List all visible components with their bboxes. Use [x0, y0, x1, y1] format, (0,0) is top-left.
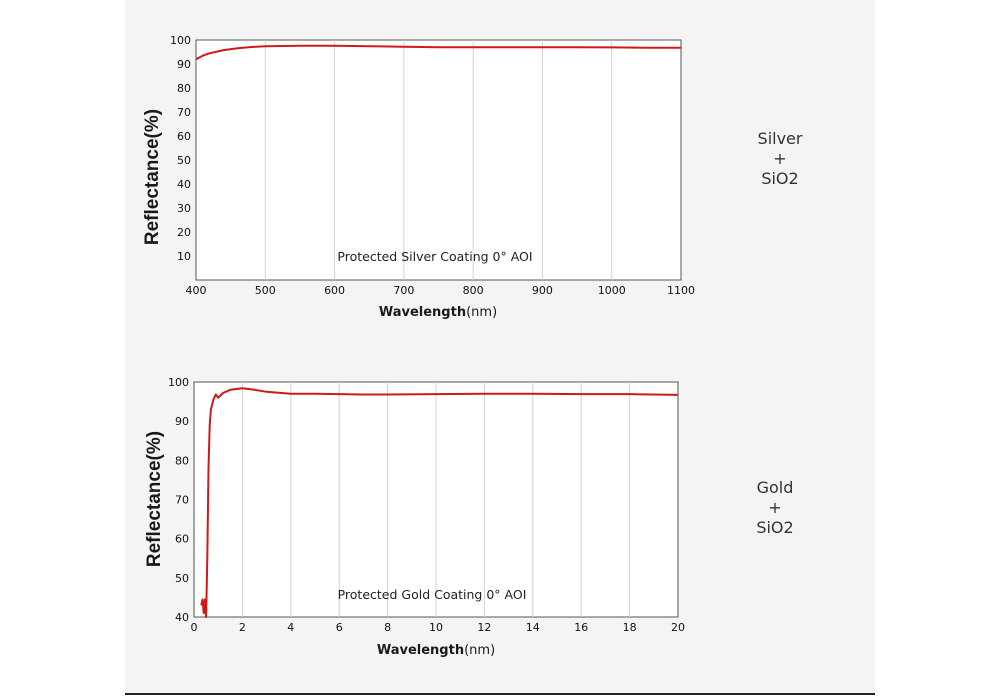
x-tick-label: 10: [429, 621, 443, 634]
x-tick-label: 600: [324, 284, 345, 297]
x-tick-label: 0: [191, 621, 198, 634]
x-tick-label: 1000: [598, 284, 626, 297]
grid-lines: [264, 40, 613, 280]
side-label: Gold + SiO2: [756, 478, 793, 537]
coating-annotation: Protected Gold Coating 0° AOI: [338, 587, 527, 602]
side-label: Silver + SiO2: [758, 129, 803, 188]
x-axis-unit: (nm): [466, 305, 497, 320]
y-tick-label: 100: [170, 34, 191, 47]
x-axis-label-text: Wavelength: [379, 305, 466, 320]
plot-area: [195, 39, 682, 281]
side-label-metal: Silver: [758, 129, 803, 148]
x-axis-unit: (nm): [464, 643, 495, 658]
y-tick-labels: 40 50 60 70 80 90 100: [168, 376, 189, 624]
y-tick-label: 60: [175, 533, 189, 546]
x-tick-label: 16: [574, 621, 588, 634]
x-tick-label: 12: [477, 621, 491, 634]
grid-lines: [241, 382, 631, 617]
y-tick-labels: 10 20 30 40 50 60 70 80 90 100: [170, 34, 191, 263]
x-tick-label: 2: [239, 621, 246, 634]
side-label-plus: +: [768, 498, 781, 517]
y-tick-label: 90: [177, 58, 191, 71]
x-tick-label: 20: [671, 621, 685, 634]
y-tick-label: 80: [177, 82, 191, 95]
y-tick-label: 90: [175, 415, 189, 428]
reflectance-curve: [195, 44, 681, 61]
x-tick-label: 500: [255, 284, 276, 297]
x-axis-label-text: Wavelength: [377, 643, 464, 658]
y-axis-label: Reflectance(%): [142, 109, 163, 245]
x-tick-label: 400: [186, 284, 207, 297]
x-tick-label: 1100: [667, 284, 695, 297]
x-tick-label: 800: [463, 284, 484, 297]
y-tick-label: 40: [175, 611, 189, 624]
y-tick-label: 20: [177, 226, 191, 239]
coating-annotation: Protected Silver Coating 0° AOI: [337, 249, 532, 264]
side-label-layer: SiO2: [756, 518, 793, 537]
y-tick-label: 60: [177, 130, 191, 143]
y-tick-label: 50: [177, 154, 191, 167]
y-tick-label: 70: [177, 106, 191, 119]
y-tick-label: 30: [177, 202, 191, 215]
x-tick-label: 14: [526, 621, 540, 634]
silver-reflectance-chart: 10 20 30 40 50 60 70 80 90 100 400 500 600 700 800 900…: [142, 34, 803, 320]
y-tick-label: 50: [175, 572, 189, 585]
x-tick-labels: 400 500 600 700 800 900 1000 1100: [186, 284, 696, 297]
x-tick-label: 18: [623, 621, 637, 634]
x-tick-label: 6: [336, 621, 343, 634]
side-label-metal: Gold: [757, 478, 794, 497]
x-tick-label: 700: [393, 284, 414, 297]
y-tick-label: 80: [175, 454, 189, 467]
x-axis-label: Wavelength(nm): [379, 305, 497, 320]
x-tick-label: 8: [384, 621, 391, 634]
y-tick-label: 40: [177, 178, 191, 191]
y-tick-label: 100: [168, 376, 189, 389]
gold-reflectance-chart: 40 50 60 70 80 90 100 0 2 4 6 8 10 12 14 16 18 20 Reflec…: [144, 376, 794, 658]
x-tick-labels: 0 2 4 6 8 10 12 14 16 18 20: [191, 621, 686, 634]
x-axis-label: Wavelength(nm): [377, 643, 495, 658]
y-tick-label: 70: [175, 494, 189, 507]
bottom-divider: [125, 693, 875, 695]
y-tick-label: 10: [177, 250, 191, 263]
x-tick-label: 900: [532, 284, 553, 297]
side-label-layer: SiO2: [761, 169, 798, 188]
side-label-plus: +: [773, 149, 786, 168]
x-tick-label: 4: [287, 621, 294, 634]
reflectance-curve: [200, 387, 679, 618]
y-axis-label: Reflectance(%): [144, 431, 165, 567]
